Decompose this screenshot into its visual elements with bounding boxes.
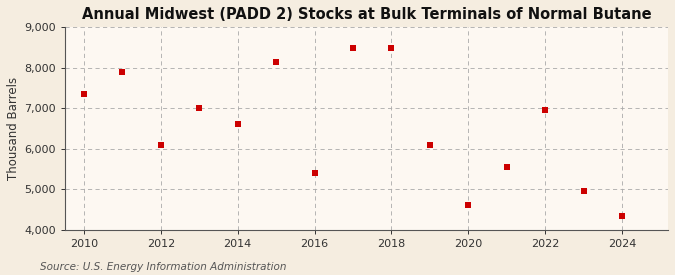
Point — [425, 142, 435, 147]
Point — [155, 142, 166, 147]
Point — [616, 213, 627, 218]
Point — [502, 165, 512, 169]
Point — [578, 189, 589, 194]
Point — [386, 45, 397, 50]
Point — [309, 171, 320, 175]
Point — [463, 203, 474, 208]
Title: Annual Midwest (PADD 2) Stocks at Bulk Terminals of Normal Butane: Annual Midwest (PADD 2) Stocks at Bulk T… — [82, 7, 651, 22]
Point — [540, 108, 551, 112]
Point — [232, 122, 243, 127]
Point — [117, 70, 128, 74]
Point — [271, 59, 281, 64]
Point — [78, 92, 89, 96]
Y-axis label: Thousand Barrels: Thousand Barrels — [7, 77, 20, 180]
Text: Source: U.S. Energy Information Administration: Source: U.S. Energy Information Administ… — [40, 262, 287, 272]
Point — [194, 106, 205, 111]
Point — [348, 45, 358, 50]
